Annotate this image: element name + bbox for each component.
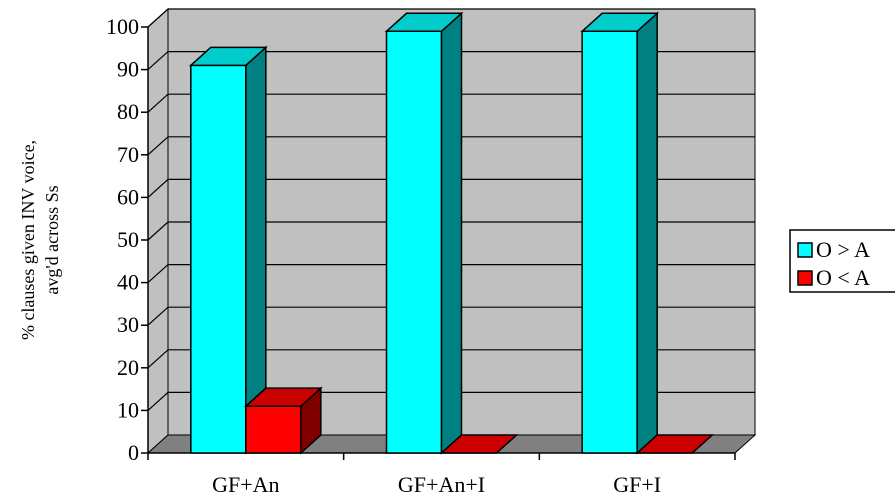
gridlines (147, 8, 755, 411)
gridline (147, 349, 755, 369)
bar-top (580, 12, 660, 33)
bar (439, 434, 519, 454)
gridline (147, 391, 755, 411)
gridline (147, 93, 755, 113)
gridline (147, 306, 755, 326)
bar-front (581, 30, 638, 454)
y-axis-label: % clauses given INV voice, avg'd across S… (18, 140, 62, 340)
gridline (147, 50, 755, 71)
bar (580, 11, 660, 455)
y-axis-label-line: % clauses given INV voice, (18, 140, 38, 340)
gridline (147, 264, 755, 284)
x-tick-label: GF+I (613, 472, 661, 497)
legend-swatch (797, 242, 813, 258)
bar-front (385, 30, 443, 454)
bar-top (188, 46, 268, 67)
bar-side (636, 11, 658, 455)
y-tick-label: 10 (117, 397, 139, 422)
y-axis-label-line: avg'd across Ss (42, 185, 62, 294)
y-tick-label: 90 (117, 57, 139, 82)
bar-top (439, 434, 519, 454)
y-tick-label: 100 (106, 14, 139, 39)
bars (188, 11, 715, 455)
legend: O > A O < A (789, 229, 895, 293)
x-tick-label: GF+An (212, 472, 279, 497)
gridline (147, 178, 755, 198)
y-tick-label: 70 (117, 142, 139, 167)
bar-front (245, 405, 302, 454)
bar-top (384, 12, 464, 33)
bar-top (243, 387, 323, 407)
gridline (147, 8, 755, 28)
bar (188, 45, 268, 455)
legend-swatch (797, 270, 813, 286)
bar (635, 434, 715, 454)
y-tick-label: 40 (117, 270, 139, 295)
y-tick-label: 50 (117, 227, 139, 252)
y-tick-label: 80 (117, 99, 139, 124)
y-tick-label: 0 (128, 440, 139, 465)
gridline (147, 221, 755, 241)
gridline (147, 136, 755, 156)
y-tick-label: 30 (117, 312, 139, 337)
y-tick-label: 20 (117, 355, 139, 380)
legend-label: O > A (816, 237, 870, 262)
x-tick-label: GF+An+I (398, 472, 485, 497)
legend-label: O < A (816, 265, 870, 290)
x-tick-labels: GF+An GF+An+I GF+I (212, 472, 661, 497)
y-tick-labels: 0 10 20 30 40 50 60 70 80 90 100 (106, 14, 139, 465)
bar-front (190, 64, 247, 454)
y-tick-label: 60 (117, 184, 139, 209)
bar-side (440, 11, 463, 455)
bar (243, 386, 323, 455)
bar (384, 11, 464, 455)
bar-top (635, 434, 715, 454)
